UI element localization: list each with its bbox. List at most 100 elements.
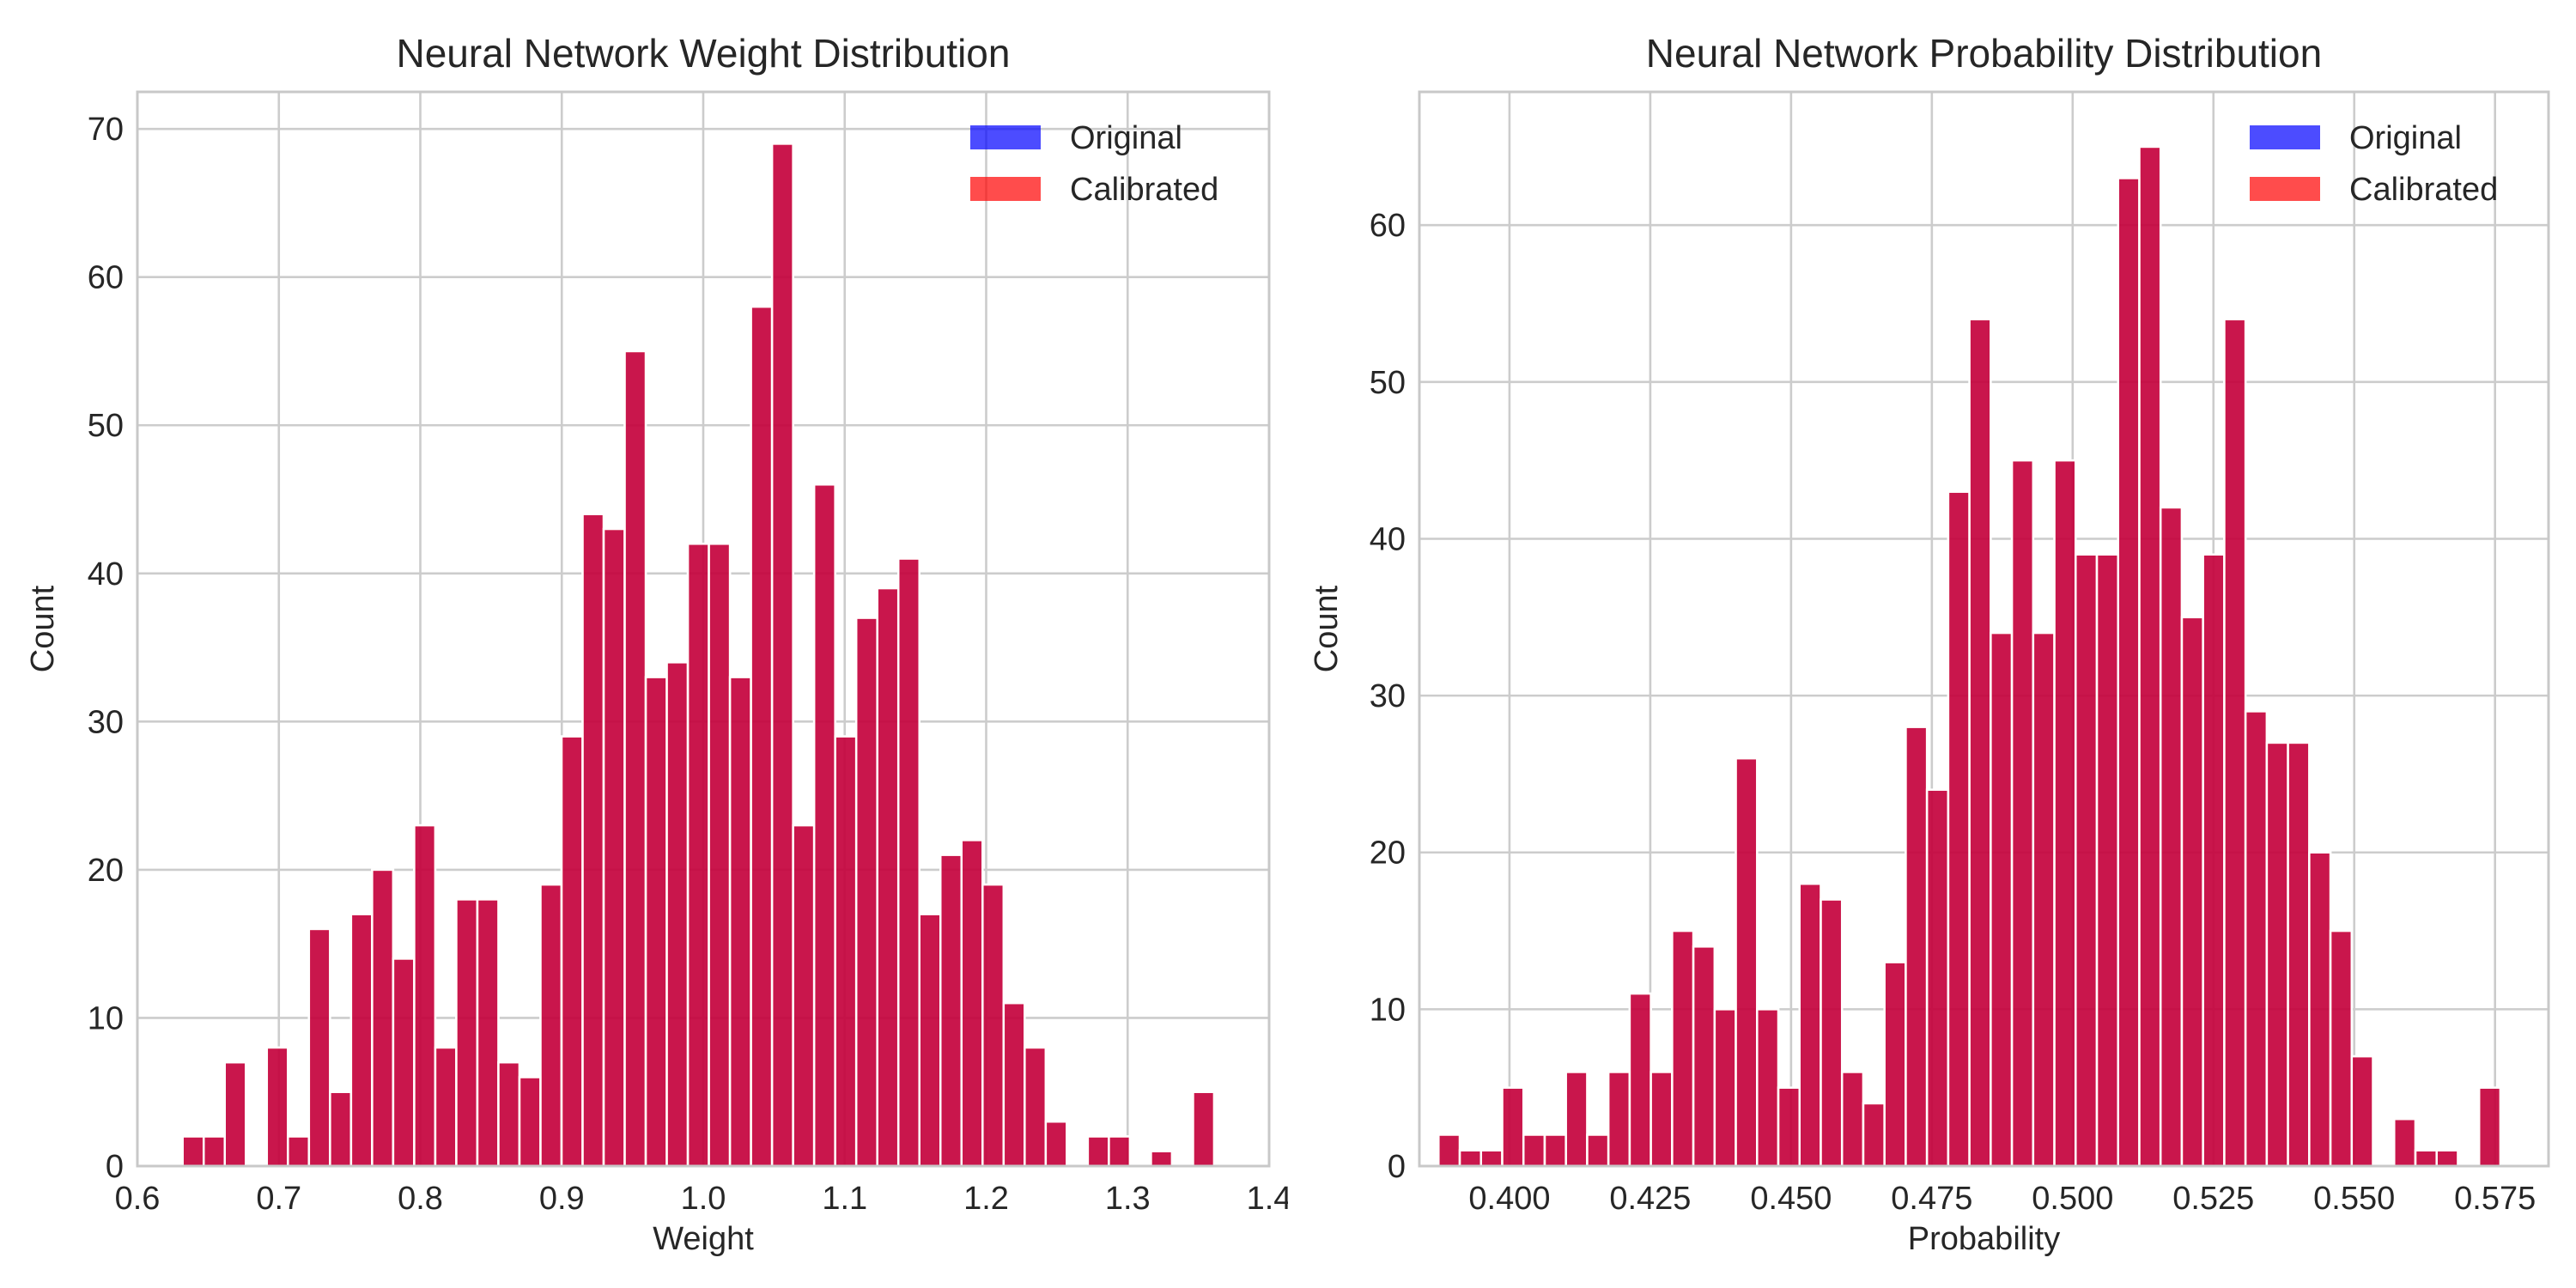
probability-bar-calibrated	[1692, 945, 1716, 1168]
weight-bar-calibrated	[854, 617, 878, 1168]
weight-bar-calibrated	[329, 1091, 353, 1168]
weight-bar-calibrated	[665, 661, 690, 1168]
probability-bar-calibrated	[2032, 631, 2056, 1168]
probability-bar-calibrated	[2329, 929, 2354, 1168]
probability-bar-calibrated	[2095, 553, 2119, 1168]
probability-bar-calibrated	[1883, 961, 1907, 1168]
probability-bar-calibrated	[2244, 710, 2269, 1168]
weight-bar-calibrated	[455, 898, 479, 1168]
probability-bar-calibrated	[2180, 616, 2204, 1168]
weight-bar-calibrated	[202, 1135, 226, 1168]
weight-x-tick-label: 1.0	[681, 1181, 726, 1217]
probability-bar-calibrated	[1756, 1008, 1780, 1168]
weight-y-tick-label: 50	[88, 408, 124, 444]
weight-bar-calibrated	[539, 883, 563, 1168]
weight-bar-calibrated	[1086, 1135, 1110, 1168]
weight-bar-calibrated	[792, 823, 816, 1168]
weight-bar-calibrated	[644, 676, 668, 1168]
weight-bar-calibrated	[560, 735, 584, 1168]
probability-bar-calibrated	[2010, 459, 2035, 1168]
probability-bar-calibrated	[2435, 1149, 2459, 1168]
weight-bar-calibrated	[497, 1060, 521, 1168]
probability-distribution-chart: 0.400 0.425 0.450 0.475 0.500 0.525 0.550 0.575…	[1288, 0, 2576, 1288]
probability-bar-calibrated	[1649, 1071, 1674, 1168]
probability-bar-calibrated	[1905, 726, 1929, 1168]
weight-y-tick-label: 40	[88, 556, 124, 592]
weight-bar-calibrated	[1108, 1135, 1132, 1168]
weight-distribution-svg: 0.6 0.7 0.8 0.9 1.0 1.1 1.2 1.3 1.4 0 10 20 30 40 50 60…	[25, 31, 1288, 1257]
probability-bar-calibrated	[2287, 741, 2311, 1168]
probability-bar-calibrated	[1501, 1086, 1525, 1168]
probability-x-tick-label: 0.575	[2454, 1181, 2536, 1217]
weight-bar-calibrated	[623, 349, 647, 1168]
probability-legend-label-calibrated: Calibrated	[2349, 172, 2498, 208]
probability-bar-calibrated	[2159, 506, 2184, 1168]
weight-y-tick-label: 60	[88, 260, 124, 296]
weight-bar-calibrated	[413, 823, 437, 1168]
probability-bar-calibrated	[1990, 631, 2014, 1168]
weight-bar-calibrated	[960, 839, 984, 1168]
weight-bar-calibrated	[918, 913, 942, 1168]
weight-bar-calibrated	[371, 868, 395, 1168]
weight-bar-calibrated	[686, 543, 710, 1168]
weight-y-tick-label: 30	[88, 704, 124, 740]
probability-x-tick-label: 0.550	[2313, 1181, 2395, 1217]
weight-chart-title: Neural Network Weight Distribution	[397, 31, 1011, 76]
weight-x-tick-label: 1.4	[1247, 1181, 1288, 1217]
weight-bar-calibrated	[876, 586, 900, 1168]
weight-bar-calibrated	[750, 305, 774, 1168]
weight-bar-calibrated	[1150, 1150, 1174, 1168]
weight-bar-calibrated	[265, 1046, 289, 1168]
probability-bar-calibrated	[2223, 318, 2247, 1168]
probability-bar-calibrated	[2075, 553, 2099, 1168]
probability-bar-calibrated	[2414, 1149, 2438, 1168]
probability-bar-calibrated	[1735, 756, 1759, 1168]
probability-x-tick-label: 0.400	[1468, 1181, 1550, 1217]
probability-bar-calibrated	[1564, 1071, 1589, 1168]
weight-plot-frame	[136, 90, 1271, 1168]
weight-y-tick-label: 20	[88, 853, 124, 889]
probability-bar-calibrated	[1947, 490, 1971, 1168]
weight-legend-label-original: Original	[1070, 120, 1182, 156]
weight-bar-calibrated	[223, 1060, 247, 1168]
probability-bar-calibrated	[2308, 851, 2332, 1168]
probability-plot-frame	[1418, 90, 2550, 1168]
probability-legend-swatch-original	[2250, 125, 2320, 149]
weight-bar-calibrated	[1044, 1120, 1068, 1168]
probability-y-tick-label: 60	[1370, 208, 1406, 244]
probability-y-tick-label: 20	[1370, 835, 1406, 872]
probability-bar-calibrated	[1586, 1133, 1610, 1168]
probability-bar-calibrated	[1968, 318, 1992, 1168]
weight-y-axis-label: Count	[25, 585, 61, 672]
probability-bar-calibrated	[1671, 929, 1695, 1168]
weight-bar-calibrated	[981, 883, 1005, 1168]
weight-distribution-chart: 0.6 0.7 0.8 0.9 1.0 1.1 1.2 1.3 1.4 0 10 20 30 40 50 60…	[25, 31, 1288, 1257]
probability-bar-calibrated	[1628, 992, 1652, 1168]
probability-bar-calibrated	[1607, 1071, 1631, 1168]
probability-x-tick-label: 0.475	[1891, 1181, 1972, 1217]
weight-x-tick-label: 1.2	[963, 1181, 1009, 1217]
probability-bar-calibrated	[1479, 1149, 1504, 1168]
weight-bar-calibrated	[287, 1135, 311, 1168]
probability-legend-swatch-calibrated	[2250, 177, 2320, 201]
probability-x-tick-label: 0.425	[1609, 1181, 1691, 1217]
weight-bar-calibrated	[812, 483, 836, 1168]
weight-x-axis-label: Weight	[653, 1221, 754, 1257]
probability-bar-calibrated	[1713, 1008, 1737, 1168]
weight-bar-calibrated	[581, 513, 605, 1168]
weight-y-tick-label: 10	[88, 1000, 124, 1036]
probability-bar-calibrated	[2265, 741, 2289, 1168]
probability-x-tick-label: 0.500	[2032, 1181, 2113, 1217]
probability-x-tick-label: 0.525	[2172, 1181, 2254, 1217]
weight-bar-calibrated	[602, 527, 626, 1168]
weight-bar-calibrated	[392, 957, 416, 1168]
weight-x-tick-label: 0.7	[256, 1181, 301, 1217]
weight-bar-calibrated	[181, 1135, 205, 1168]
weight-bar-calibrated	[476, 898, 500, 1168]
probability-x-axis-label: Probability	[1908, 1221, 2060, 1257]
probability-bar-calibrated	[1925, 788, 1950, 1168]
weight-x-tick-label: 0.8	[398, 1181, 443, 1217]
probability-bar-calibrated	[1798, 883, 1822, 1168]
weight-bar-calibrated	[307, 927, 331, 1168]
weight-x-tick-label: 1.3	[1105, 1181, 1151, 1217]
